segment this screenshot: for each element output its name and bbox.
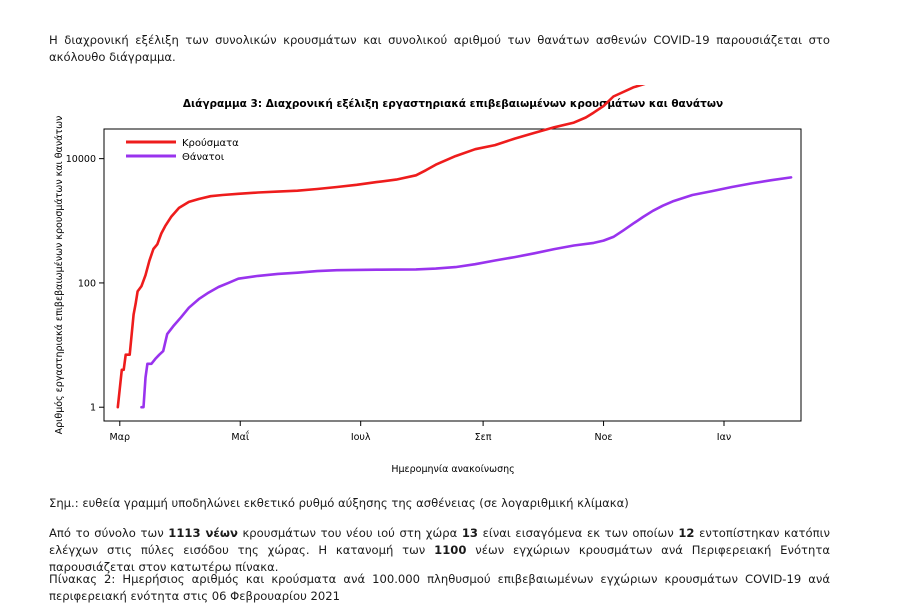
table-caption: Πίνακας 2: Ημερήσιος αριθμός και κρούσμα… xyxy=(49,572,830,603)
x-tick-label: Ιαν xyxy=(717,432,731,443)
plot-frame xyxy=(103,128,802,422)
y-tick-label: 10000 xyxy=(66,154,96,165)
x-tick-label: Νοε xyxy=(595,432,613,443)
x-axis: Μαρ Μαΐ Ιουλ Σεπ Νοε Ιαν xyxy=(110,421,731,443)
cases-line xyxy=(116,85,646,409)
legend-label-deaths: Θάνατοι xyxy=(182,151,225,163)
y-tick-label: 1 xyxy=(90,403,96,414)
summary-text: Από το σύνολο των xyxy=(49,526,169,540)
local-count: 1100 xyxy=(434,543,467,557)
summary-text: κρουσμάτων του νέου ιού στη χώρα xyxy=(237,526,462,540)
y-axis-title: Αριθμός εργαστηριακά επιβεβαιωμένων κρου… xyxy=(54,116,65,435)
summary-text: εντοπίστηκαν κατόπιν ελέγχων στις πύλες … xyxy=(49,526,830,557)
new-cases-count: 1113 νέων xyxy=(168,526,238,540)
x-tick-label: Μαΐ xyxy=(231,431,249,443)
chart-title: Διάγραμμα 3: Διαχρονική εξέλιξη εργαστηρ… xyxy=(183,98,723,110)
intro-paragraph: Η διαχρονική εξέλιξη των συνολικών κρουσ… xyxy=(49,33,830,64)
x-tick-label: Ιουλ xyxy=(351,432,371,443)
x-tick-label: Σεπ xyxy=(475,432,492,443)
x-tick-label: Μαρ xyxy=(110,432,131,443)
note-text: Σημ.: ευθεία γραμμή υποδηλώνει εκθετικό … xyxy=(49,496,629,510)
legend: Κρούσματα Θάνατοι xyxy=(126,137,239,163)
deaths-line xyxy=(140,176,793,409)
summary-text: είναι εισαγόμενα εκ των οποίων xyxy=(477,526,679,540)
y-axis: 1 100 10000 xyxy=(66,154,104,414)
detected-count: 12 xyxy=(678,526,695,540)
y-tick-label: 100 xyxy=(78,278,96,289)
imported-count: 13 xyxy=(461,526,478,540)
chart: Διάγραμμα 3: Διαχρονική εξέλιξη εργαστηρ… xyxy=(54,85,802,475)
legend-label-cases: Κρούσματα xyxy=(182,137,239,149)
summary-text: νέων εγχώριων κρουσμάτων ανά Περιφερειακ… xyxy=(49,543,831,574)
series-layer xyxy=(116,85,793,409)
x-axis-title: Ημερομηνία ανακοίνωσης xyxy=(391,464,514,475)
summary-paragraph: Από το σύνολο των 1113 νέων κρουσμάτων τ… xyxy=(49,525,830,576)
